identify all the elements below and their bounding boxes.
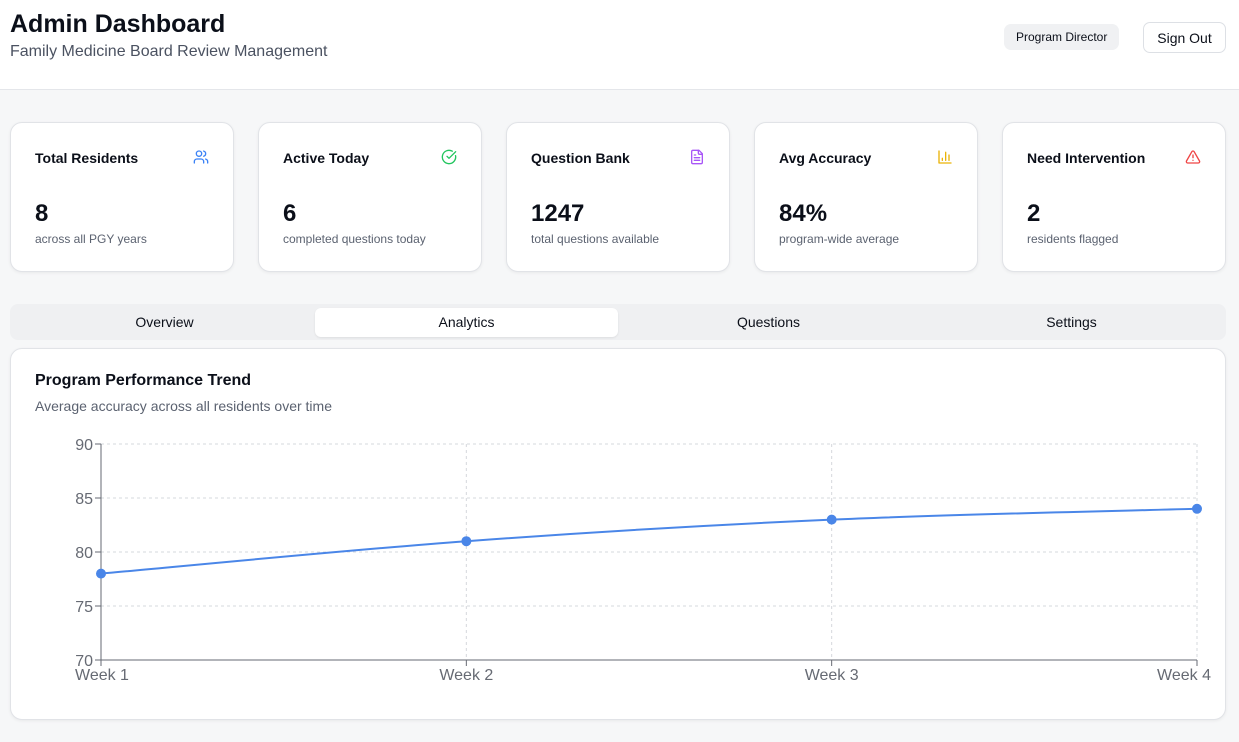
- stat-value: 2: [1027, 200, 1041, 227]
- file-text-icon: [691, 149, 703, 165]
- stat-value: 8: [35, 200, 49, 227]
- data-point: [1192, 503, 1202, 514]
- users-icon: [193, 150, 209, 164]
- y-tick-label: 85: [75, 491, 93, 508]
- stat-value: 84%: [779, 200, 828, 227]
- role-badge: Program Director: [1004, 24, 1120, 50]
- stat-label: Need Intervention: [1027, 150, 1146, 166]
- stat-caption: across all PGY years: [35, 232, 147, 246]
- y-tick-label: 70: [75, 653, 93, 670]
- data-point: [96, 568, 106, 579]
- x-tick-label: Week 2: [439, 667, 493, 684]
- alert-triangle-icon: [1185, 150, 1201, 164]
- stat-value: 6: [283, 200, 297, 227]
- stat-card-avg-accuracy: Avg Accuracy 84% program-wide average: [754, 122, 978, 272]
- app-header: Admin Dashboard Family Medicine Board Re…: [0, 0, 1239, 90]
- chart-title: Program Performance Trend: [35, 372, 252, 389]
- sign-out-button[interactable]: Sign Out: [1143, 22, 1226, 53]
- tab-settings[interactable]: Settings: [1046, 314, 1097, 330]
- x-tick-label: Week 4: [1157, 667, 1211, 684]
- y-tick-label: 75: [75, 599, 93, 616]
- page-title: Admin Dashboard: [10, 10, 226, 38]
- stat-caption: completed questions today: [283, 232, 426, 246]
- stat-caption: total questions available: [531, 232, 660, 246]
- tab-overview[interactable]: Overview: [135, 314, 194, 330]
- data-point: [461, 536, 472, 547]
- stat-caption: residents flagged: [1027, 232, 1119, 246]
- stat-card-total-residents: Total Residents 8 across all PGY years: [10, 122, 234, 272]
- data-point: [826, 514, 837, 525]
- tab-bar: Overview Analytics Questions Settings: [10, 304, 1226, 340]
- tab-analytics[interactable]: Analytics: [315, 308, 618, 337]
- stat-value: 1247: [531, 200, 585, 227]
- stat-label: Avg Accuracy: [779, 150, 872, 166]
- stat-label: Question Bank: [531, 150, 630, 166]
- x-tick-label: Week 3: [805, 667, 859, 684]
- bar-chart-icon: [938, 150, 952, 164]
- stat-card-question-bank: Question Bank 1247 total questions avail…: [506, 122, 730, 272]
- stat-card-active-today: Active Today 6 completed questions today: [258, 122, 482, 272]
- performance-line-chart: 70 75 80 85 90 Week 1 Week 2 Week 3 Week 4: [75, 437, 1211, 684]
- chart-subtitle: Average accuracy across all residents ov…: [35, 398, 332, 414]
- stat-label: Active Today: [283, 150, 370, 166]
- y-tick-label: 90: [75, 437, 93, 454]
- check-circle-icon: [441, 149, 457, 165]
- stat-card-need-intervention: Need Intervention 2 residents flagged: [1002, 122, 1226, 272]
- stat-label: Total Residents: [35, 150, 139, 166]
- series-line: [100, 507, 1198, 575]
- stats-row: Total Residents 8 across all PGY years A…: [10, 122, 1226, 272]
- performance-chart-card: Program Performance Trend Average accura…: [10, 348, 1226, 720]
- stat-caption: program-wide average: [779, 232, 900, 246]
- y-tick-label: 80: [75, 545, 93, 562]
- page-subtitle: Family Medicine Board Review Management: [10, 43, 328, 60]
- x-tick-label: Week 1: [75, 667, 129, 684]
- tab-questions[interactable]: Questions: [736, 314, 801, 330]
